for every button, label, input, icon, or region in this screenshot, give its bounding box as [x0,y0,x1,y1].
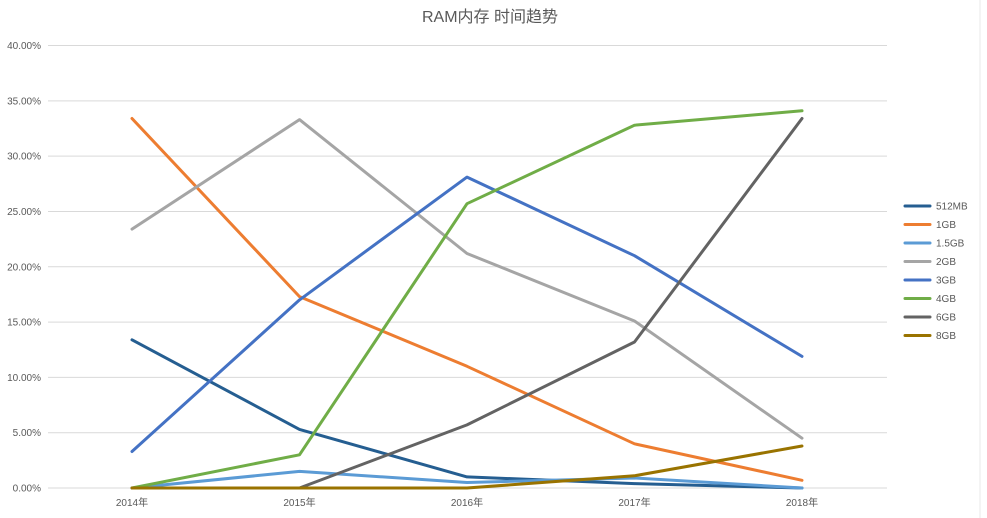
series-line-512mb [130,338,804,490]
y-axis-ticks: 0.00% 5.00% 10.00% 15.00% 20.00% 25.00% 30.00%… [7,41,41,495]
legend-label: 512MB [936,202,968,213]
legend: 512MB 1GB 1.5GB 2GB 3GB 4GB 6GB 8GB [903,202,968,342]
x-tick-label: 2018年 [786,496,818,509]
legend-label: 1GB [936,220,956,231]
series-line-1-5gb [130,469,804,490]
y-tick-label: 5.00% [13,428,41,439]
legend-label: 1.5GB [936,239,965,250]
legend-label: 4GB [936,294,956,305]
y-tick-label: 25.00% [7,207,41,218]
y-tick-label: 0.00% [13,484,41,495]
series-line-8gb [130,444,804,490]
series-line-2gb [130,118,804,440]
chart-title: RAM内存 时间趋势 [422,8,558,26]
x-tick-label: 2014年 [116,496,148,509]
y-tick-label: 30.00% [7,152,41,163]
series-line-1gb [130,117,804,482]
gridlines [48,45,887,489]
legend-label: 2GB [936,257,956,268]
x-tick-label: 2015年 [283,496,315,509]
series-line-3gb [130,175,804,453]
y-tick-label: 10.00% [7,373,41,384]
y-tick-label: 20.00% [7,262,41,273]
x-axis-ticks: 2014年 2015年 2016年 2017年 2018年 [116,496,818,509]
x-tick-label: 2016年 [451,496,483,509]
y-tick-label: 35.00% [7,96,41,107]
y-tick-label: 40.00% [7,41,41,52]
legend-label: 8GB [936,331,956,342]
y-tick-label: 15.00% [7,318,41,329]
legend-label: 3GB [936,276,956,287]
x-tick-label: 2017年 [618,496,650,509]
legend-label: 6GB [936,313,956,324]
series-lines [130,109,804,490]
series-line-4gb [130,109,804,490]
